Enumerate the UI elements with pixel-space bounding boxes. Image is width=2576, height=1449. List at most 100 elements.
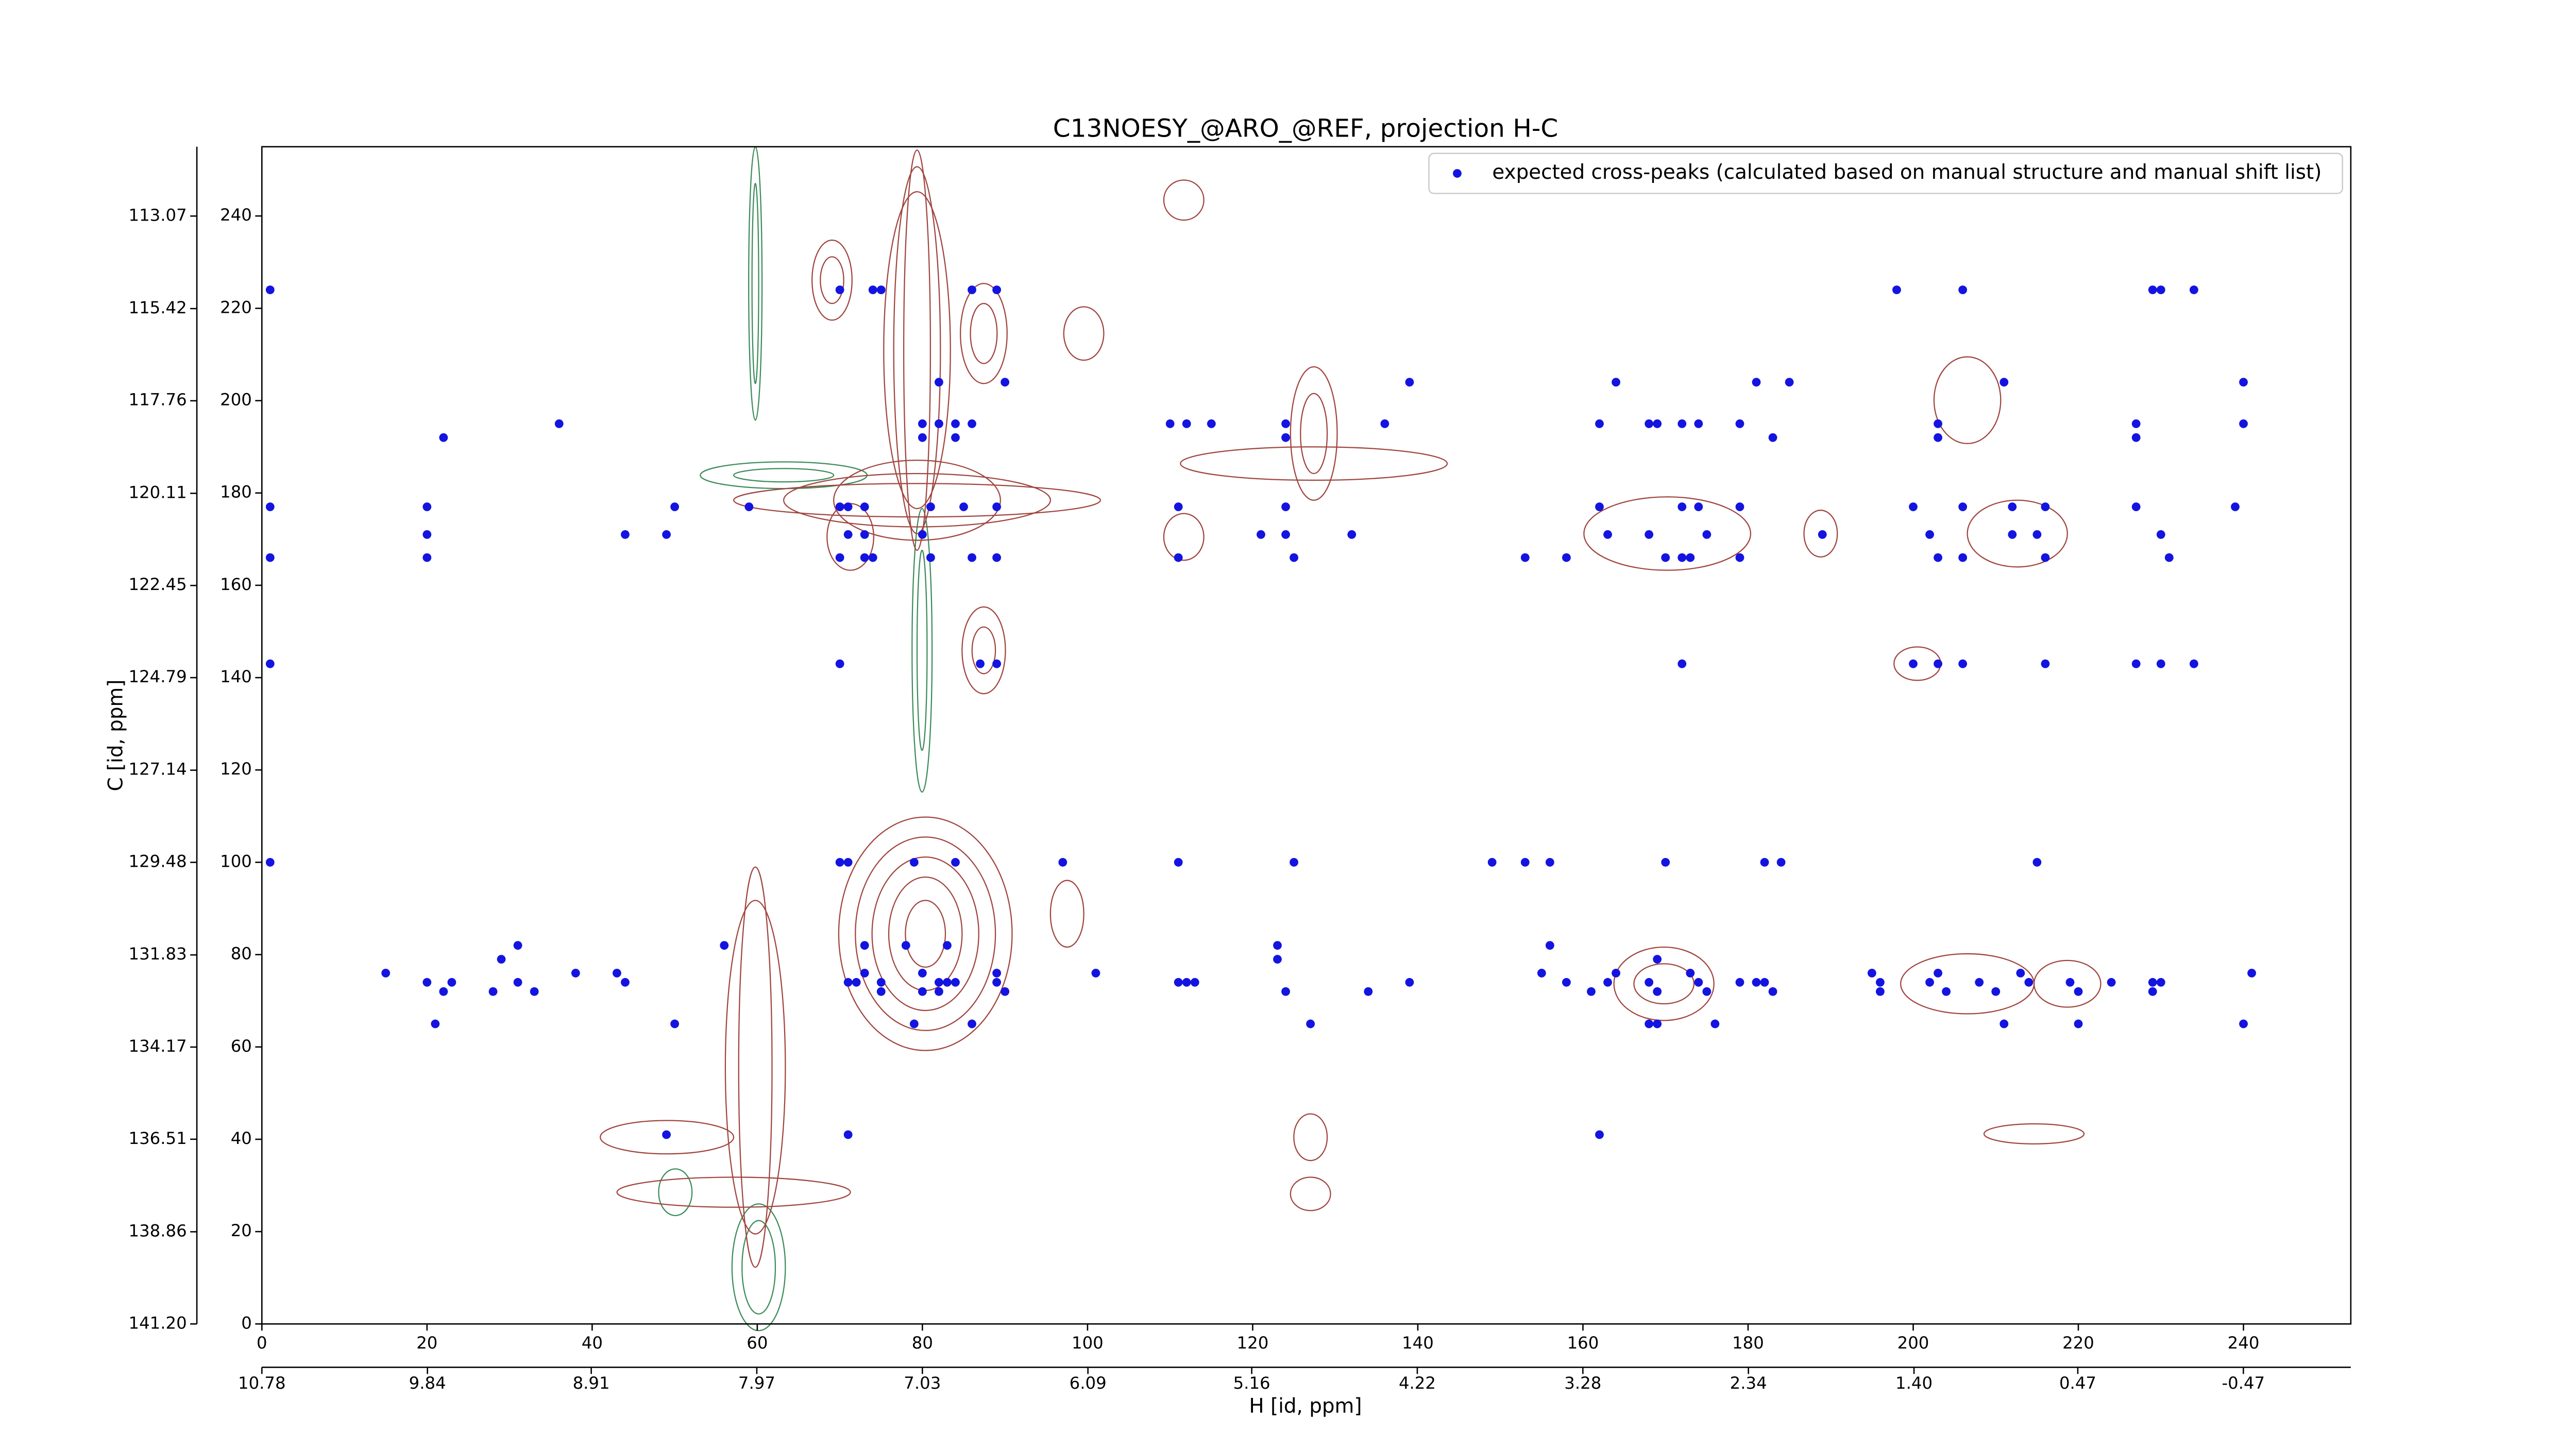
cross-peak	[1653, 1019, 1662, 1029]
cross-peak	[2131, 502, 2141, 511]
cross-peak	[1537, 969, 1546, 978]
y-tick-label: 40	[231, 1128, 252, 1148]
cross-peak	[1380, 419, 1389, 428]
cross-peak	[843, 857, 853, 867]
y2-tick-label: 122.45	[129, 575, 187, 594]
cross-peak	[876, 285, 886, 294]
y2-tick-label: 120.11	[129, 482, 187, 502]
cross-peak	[1934, 419, 1942, 428]
cross-peak	[1991, 987, 2001, 996]
cross-peak	[1686, 969, 1695, 978]
legend-label: expected cross-peaks (calculated based o…	[1492, 161, 2321, 184]
y2-tick-label: 117.76	[129, 390, 187, 410]
cross-peak	[621, 530, 630, 539]
x2-tick-label: 4.22	[1399, 1373, 1436, 1393]
cross-peak	[1653, 987, 1662, 996]
cross-peak	[1520, 553, 1530, 562]
cross-peak	[968, 419, 976, 428]
cross-peak	[2156, 530, 2165, 539]
cross-peak	[1710, 1019, 1720, 1029]
cross-peak	[1702, 530, 1711, 539]
cross-peak	[1999, 378, 2009, 387]
cross-peak	[1603, 978, 1612, 987]
cross-peak	[2239, 1019, 2248, 1029]
cross-peak	[843, 530, 853, 539]
y2-tick-label: 124.79	[129, 667, 187, 686]
cross-peak	[976, 659, 985, 668]
spectrum-contours	[600, 146, 2102, 1332]
x-tick-label: 0	[257, 1333, 267, 1353]
cross-peak	[1661, 857, 1670, 867]
x2-tick-label: 1.40	[1895, 1373, 1933, 1393]
cross-peak	[1290, 857, 1298, 867]
x-tick-label: 80	[912, 1333, 933, 1353]
y-tick-label: 120	[220, 759, 252, 779]
cross-peak	[1653, 955, 1662, 964]
x2-tick-label: 10.78	[238, 1373, 286, 1393]
cross-peak	[265, 553, 275, 562]
x-tick-label: 40	[582, 1333, 603, 1353]
cross-peak	[265, 659, 275, 668]
cross-peak	[1182, 419, 1191, 428]
x-tick-label: 180	[1732, 1333, 1764, 1353]
cross-peak	[1190, 978, 1199, 987]
x-tick-label: 120	[1237, 1333, 1269, 1353]
x2-tick-label: 7.03	[904, 1373, 941, 1393]
y2-tick-label: 141.20	[129, 1313, 187, 1333]
cross-peak	[992, 659, 1002, 668]
x-tick-label: 200	[1897, 1333, 1929, 1353]
cross-peak	[918, 530, 927, 539]
plot-frame	[261, 146, 2352, 1325]
cross-peak	[860, 941, 869, 950]
y-axis-label: C [id, ppm]	[104, 680, 127, 791]
cross-peak	[530, 987, 539, 996]
cross-peak	[935, 987, 943, 996]
cross-peak	[901, 941, 910, 950]
cross-peak	[662, 1130, 671, 1139]
cross-peak	[835, 857, 844, 867]
cross-peak	[1207, 419, 1216, 428]
cross-peak	[1785, 378, 1794, 387]
cross-peak	[1347, 530, 1357, 539]
cross-peak	[2032, 857, 2042, 867]
cross-peak	[1661, 553, 1670, 562]
x-tick-label: 60	[747, 1333, 768, 1353]
cross-peak	[852, 978, 861, 987]
cross-peak	[1595, 1130, 1604, 1139]
cross-peak	[2131, 433, 2141, 442]
cross-peak	[2065, 978, 2075, 987]
cross-peak	[571, 969, 580, 978]
cross-peak	[2247, 969, 2256, 978]
cross-peak	[554, 419, 564, 428]
cross-peak	[1290, 553, 1298, 562]
cross-peak	[1273, 941, 1282, 950]
cross-peak	[2148, 978, 2157, 987]
cross-peak	[1281, 433, 1290, 442]
cross-peak	[2189, 285, 2198, 294]
cross-peak	[2156, 978, 2165, 987]
cross-peak	[951, 978, 960, 987]
cross-peak	[1694, 502, 1703, 511]
x-tick-label: 140	[1402, 1333, 1434, 1353]
cross-peak	[1677, 419, 1687, 428]
x2-tick-label: 0.47	[2059, 1373, 2096, 1393]
cross-peak	[1768, 433, 1777, 442]
x2-tick-label: 8.91	[573, 1373, 610, 1393]
cross-peak	[744, 502, 754, 511]
cross-peak	[968, 285, 976, 294]
cross-peak	[2016, 969, 2025, 978]
y2-tick-label: 113.07	[129, 205, 187, 225]
cross-peak	[2239, 378, 2248, 387]
cross-peak	[860, 553, 869, 562]
cross-peak	[1306, 1019, 1315, 1029]
cross-peak	[720, 941, 729, 950]
cross-peak	[843, 502, 853, 511]
cross-peak	[1273, 955, 1282, 964]
cross-peak	[662, 530, 671, 539]
legend-box	[1428, 153, 2344, 194]
cross-peak	[1545, 941, 1554, 950]
cross-peak	[1174, 553, 1183, 562]
cross-peak	[2074, 1019, 2083, 1029]
